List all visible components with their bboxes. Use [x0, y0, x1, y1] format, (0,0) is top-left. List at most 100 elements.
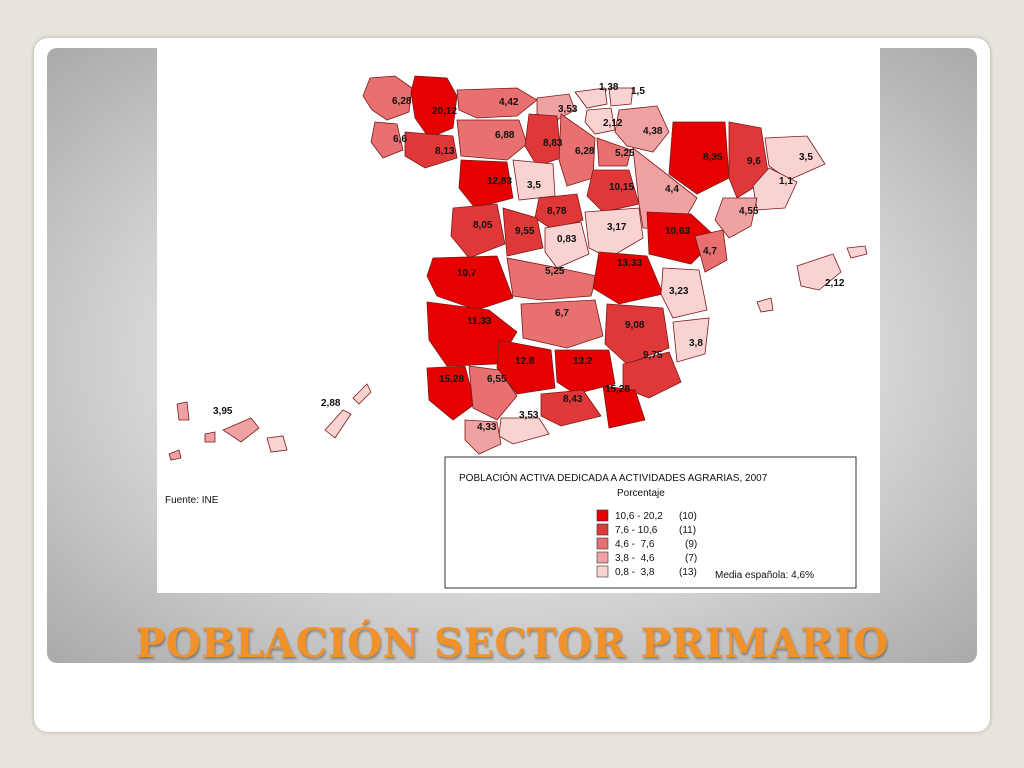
legend-swatch-5	[596, 565, 609, 578]
legend-count-3: (9)	[685, 539, 697, 550]
map-legend: POBLACIÓN ACTIVA DEDICADA A ACTIVIDADES …	[444, 456, 857, 589]
province-huesca	[668, 121, 730, 195]
label-guadalajara: 3,17	[607, 222, 627, 233]
label-lleida: 9,6	[747, 156, 761, 167]
label-burgos: 6,28	[575, 146, 595, 157]
province-valencia	[660, 267, 708, 319]
label-cantabria: 3,53	[558, 104, 578, 115]
label-badajoz: 11,33	[467, 316, 492, 327]
label-toledo: 5,25	[545, 266, 565, 277]
label-tarragona: 4,55	[739, 206, 759, 217]
province-tenerife-island	[222, 417, 260, 443]
province-cadiz	[464, 419, 502, 455]
label-salamanca: 8,05	[473, 220, 493, 231]
province-zamora	[458, 159, 514, 209]
province-vizcaya	[574, 87, 608, 109]
province-guipuzcoa	[608, 87, 634, 107]
province-tenerife-palma	[176, 401, 190, 421]
label-murcia: 9,75	[643, 350, 663, 361]
legend-count-1: (10)	[679, 511, 697, 522]
label-asturias: 4,42	[499, 97, 519, 108]
province-lugo	[410, 75, 458, 139]
legend-title: POBLACIÓN ACTIVA DEDICADA A ACTIVIDADES …	[459, 471, 768, 484]
label-larioja: 5,25	[615, 148, 635, 159]
province-larioja	[596, 137, 632, 167]
province-laspalmas-grancanaria	[266, 435, 288, 453]
label-valencia: 3,23	[669, 286, 689, 297]
legend-swatch-4	[596, 551, 609, 564]
legend-range-2: 7,6 - 10,6	[615, 525, 658, 536]
slide-title: POBLACIÓN SECTOR PRIMARIO	[135, 620, 889, 667]
legend-box	[444, 456, 857, 589]
province-sevilla	[468, 365, 518, 421]
province-jaen	[554, 349, 616, 395]
province-burgos	[558, 113, 596, 187]
province-madrid	[544, 221, 590, 269]
province-salamanca	[450, 203, 506, 259]
label-palencia: 8,83	[543, 138, 563, 149]
label-huesca: 8,35	[703, 152, 723, 163]
province-palencia	[524, 113, 562, 167]
label-ciudadreal: 6,7	[555, 308, 569, 319]
province-pontevedra	[370, 121, 404, 159]
legend-note: Media española: 4,6%	[715, 570, 814, 581]
label-albacete: 9,08	[625, 320, 645, 331]
label-zamora: 12,83	[487, 176, 512, 187]
label-coruna: 6,28	[392, 96, 412, 107]
province-coruna	[362, 75, 413, 121]
label-ourense: 8,13	[435, 146, 455, 157]
label-castellon: 4,7	[703, 246, 717, 257]
province-ourense	[404, 131, 458, 169]
province-cordoba	[496, 339, 556, 395]
province-cantabria	[536, 93, 576, 121]
province-laspalmas-lanzarote	[352, 383, 372, 405]
province-tenerife-gomera	[204, 431, 216, 443]
legend-swatch-2	[596, 523, 609, 536]
province-guadalajara	[584, 207, 644, 259]
province-baleares-menorca	[846, 245, 868, 259]
province-murcia	[622, 351, 682, 399]
label-cadiz: 4,33	[477, 422, 497, 433]
province-avila	[502, 207, 544, 257]
label-madrid: 0,83	[557, 234, 577, 245]
label-alava: 2,12	[603, 118, 623, 129]
province-huelva	[426, 365, 476, 421]
legend-range-4: 3,8 - 4,6	[615, 553, 655, 564]
label-navarra: 4,38	[643, 126, 663, 137]
label-teruel: 10,63	[665, 226, 690, 237]
map-image: 6,28 20,12 4,42 3,53 1,38 1,5 2,12 4,38 …	[157, 48, 880, 593]
label-almeria: 15,28	[605, 384, 630, 395]
province-almeria	[602, 385, 646, 429]
province-toledo	[506, 257, 598, 301]
province-barcelona	[752, 167, 798, 211]
legend-range-5: 0,8 - 3,8	[615, 567, 655, 578]
label-leon: 6,88	[495, 130, 515, 141]
province-malaga	[498, 417, 550, 445]
province-soria	[586, 169, 640, 213]
spain-map: 6,28 20,12 4,42 3,53 1,38 1,5 2,12 4,38 …	[165, 75, 868, 589]
label-sevilla: 6,55	[487, 374, 507, 385]
label-valladolid: 3,5	[527, 180, 541, 191]
label-pontevedra: 6,6	[393, 134, 407, 145]
label-guipuzcoa: 1,5	[631, 86, 645, 97]
legend-count-2: (11)	[679, 525, 696, 536]
province-albacete	[604, 303, 670, 365]
province-caceres	[426, 255, 514, 311]
province-navarra	[614, 105, 670, 153]
province-ciudadreal	[520, 299, 604, 349]
label-lugo: 20,12	[432, 106, 457, 117]
legend-range-3: 4,6 - 7,6	[615, 539, 655, 550]
province-girona	[764, 135, 826, 181]
map-source: Fuente: INE	[165, 495, 219, 506]
province-labels: 6,28 20,12 4,42 3,53 1,38 1,5 2,12 4,38 …	[213, 82, 845, 433]
legend-swatch-3	[596, 537, 609, 550]
province-tenerife-hierro	[168, 449, 182, 461]
province-alava	[584, 107, 616, 135]
label-soria: 10,15	[609, 182, 634, 193]
label-segovia: 8,78	[547, 206, 567, 217]
label-cordoba: 12,8	[515, 356, 535, 367]
legend-count-4: (7)	[685, 553, 697, 564]
label-alicante: 3,8	[689, 338, 703, 349]
legend-swatch-1	[596, 509, 609, 522]
label-tenerife: 3,95	[213, 406, 233, 417]
